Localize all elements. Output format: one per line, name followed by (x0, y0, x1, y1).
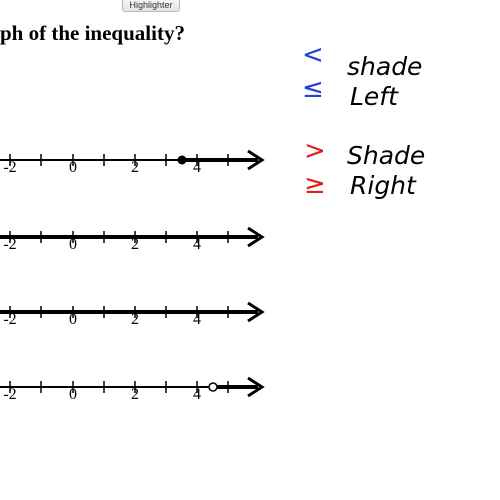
number-line-graphic (0, 149, 265, 171)
tick-label: 0 (69, 311, 77, 328)
number-line-option-4[interactable]: -2 0 2 4 (0, 367, 270, 407)
tick-label: 0 (69, 159, 77, 176)
greater-than-symbol: > (304, 136, 326, 166)
tick-label: 0 (69, 386, 77, 403)
number-line-graphic (0, 301, 265, 323)
tick-label: 0 (69, 236, 77, 253)
tick-label: -2 (3, 159, 17, 176)
number-line-graphic (0, 226, 265, 248)
greater-equal-symbol: ≥ (304, 170, 326, 200)
tick-label: 4 (193, 159, 201, 176)
number-line-option-1[interactable]: -2 0 2 4 (0, 140, 270, 180)
tick-label: -2 (3, 311, 17, 328)
number-line-option-3[interactable]: -2 0 2 4 (0, 292, 270, 332)
tick-label: 4 (193, 236, 201, 253)
tick-label: 4 (193, 311, 201, 328)
number-line-graphic (0, 376, 265, 398)
tick-label: 2 (131, 311, 139, 328)
shade-left-note-1: shade (347, 52, 423, 81)
tick-label: 4 (193, 386, 201, 403)
open-endpoint (208, 382, 218, 392)
less-equal-symbol: ≤ (302, 74, 324, 104)
number-line-option-2[interactable]: -2 0 2 4 (0, 217, 270, 257)
shade-right-note-2: Right (350, 171, 416, 200)
shade-left-note-2: Left (350, 82, 398, 111)
less-than-symbol: < (302, 40, 324, 70)
tick-label: 2 (131, 386, 139, 403)
question-text: ph of the inequality? (0, 21, 185, 45)
tick-label: -2 (3, 386, 17, 403)
tick-label: 2 (131, 236, 139, 253)
closed-endpoint (177, 155, 187, 165)
tick-label: 2 (131, 159, 139, 176)
shade-right-note-1: Shade (347, 141, 426, 170)
tick-label: -2 (3, 236, 17, 253)
highlighter-button[interactable]: Highlighter (122, 0, 180, 12)
